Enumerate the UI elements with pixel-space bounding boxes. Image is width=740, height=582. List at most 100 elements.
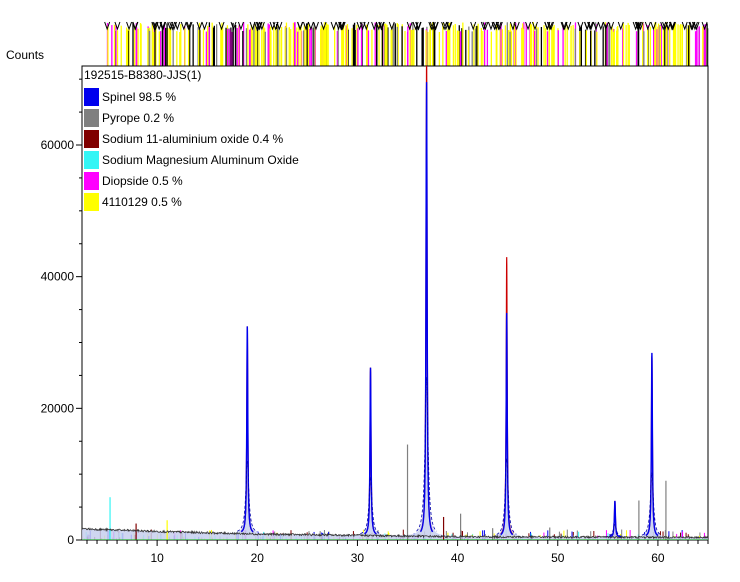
reflection-marker-head [388,21,395,31]
x-axis: 10 20 30 40 50 60 [86,540,709,565]
peak-envelope [604,524,625,538]
legend-item: Pyrope 0.2 % [84,107,299,128]
calculated-peak [645,352,659,537]
reflection-marker-head [171,21,177,31]
y-axis: 0 20000 40000 60000 [41,78,82,547]
calculated-peak [608,500,621,538]
reflection-marker-head [432,21,439,31]
reflection-marker-head [445,21,452,31]
y-tick-label: 0 [67,533,74,547]
reflection-marker-head [186,21,193,31]
reflection-marker-head [689,21,696,31]
reflection-marker-head [593,21,599,31]
reflection-marker-head [660,21,667,31]
reflection-marker-head [339,21,346,31]
reflection-marker-head [249,21,256,31]
reflection-marker-head [635,21,642,31]
reflection-marker-head [560,21,567,31]
reflection-marker-head [375,21,382,31]
reflection-marker-head [196,21,203,31]
legend-swatch [84,87,99,106]
reflection-marker-head [237,21,244,31]
reflection-marker-head [180,21,187,31]
reflection-marker-head [371,21,378,31]
reflection-marker-head [470,21,477,31]
peak-envelope [641,472,662,536]
y-tick-label: 40000 [41,270,75,284]
reflection-marker-head [493,21,500,31]
legend-item: Sodium Magnesium Aluminum Oxide [84,149,299,170]
reflection-marker-head [588,21,595,31]
reflection-marker-head [446,21,453,31]
reflection-marker-head [608,21,615,31]
reflection-marker-head [313,21,319,31]
reflection-marker-head [495,21,502,31]
calculated-peak [364,367,377,535]
reflection-marker-head [602,21,609,31]
reflection-marker-head [126,21,133,31]
reflection-marker-head [406,21,413,31]
legend-label: Pyrope 0.2 % [102,110,175,125]
reflection-marker-head [681,21,688,31]
reflection-marker-head [525,21,532,31]
legend-label: Spinel 98.5 % [102,89,177,104]
x-tick-label: 40 [451,551,465,565]
peak-envelope [237,461,258,533]
x-tick-label: 50 [551,551,565,565]
reflection-marker-head [415,21,422,31]
legend-swatch [84,192,99,211]
reflection-marker-head [218,21,225,31]
sample-name: 192515-B8380-JJS(1) [84,68,202,82]
reflection-marker-head [480,21,487,31]
reflection-marker-head [513,21,520,31]
reflection-marker-head [151,21,158,31]
reflection-marker-head [693,21,700,31]
reflection-marker-head [330,21,337,31]
reflection-marker-head [256,21,263,31]
legend-item: Sodium 11-aluminium oxide 0.4 % [84,128,299,149]
legend-swatch [84,108,99,127]
reflection-marker-head [302,21,309,31]
legend-label: Sodium 11-aluminium oxide 0.4 % [102,131,284,146]
reflection-marker-head [160,21,167,31]
reflection-marker-head [584,21,591,31]
y-tick-label: 20000 [41,401,75,415]
reflection-marker-head [637,21,644,31]
peak-envelope [496,458,517,535]
x-tick-label: 10 [150,551,164,565]
reflection-marker-head [650,21,657,31]
y-tick-label: 60000 [41,138,75,152]
reflection-marker-head [297,21,304,31]
reflection-marker-head [691,21,698,31]
reflection-marker-head [132,21,139,31]
reflection-marker-head [617,21,624,31]
reflection-marker-head [482,21,489,31]
reflection-marker-head [546,21,553,31]
legend-item: Diopside 0.5 % [84,170,299,191]
legend-swatch [84,171,99,190]
reflection-marker-head [597,21,604,31]
reflection-marker-head [201,21,208,31]
reflection-marker-head [338,21,345,31]
reflection-marker-head [307,21,314,31]
legend-item: Spinel 98.5 % [84,86,299,107]
reflection-marker-head [363,21,370,31]
reflection-marker-head [428,21,435,31]
legend-label: Sodium Magnesium Aluminum Oxide [102,152,299,167]
legend: 192515-B8380-JJS(1) Spinel 98.5 % Pyrope … [84,68,299,212]
calculated-peak [500,312,514,536]
reflection-marker-head [531,21,538,31]
reflection-marker-head [669,21,676,31]
legend-swatch [84,129,99,148]
reflection-marker-head [665,21,672,31]
reflection-marker-head [577,21,584,31]
reflection-marker-head [169,21,176,31]
plot-area [82,66,708,540]
reference-marker-strip [104,21,709,66]
peak-envelope [360,475,381,535]
reflection-marker-head [701,21,708,31]
reflection-marker-head [230,21,237,31]
legend-swatch [84,150,99,169]
x-tick-label: 60 [651,551,665,565]
